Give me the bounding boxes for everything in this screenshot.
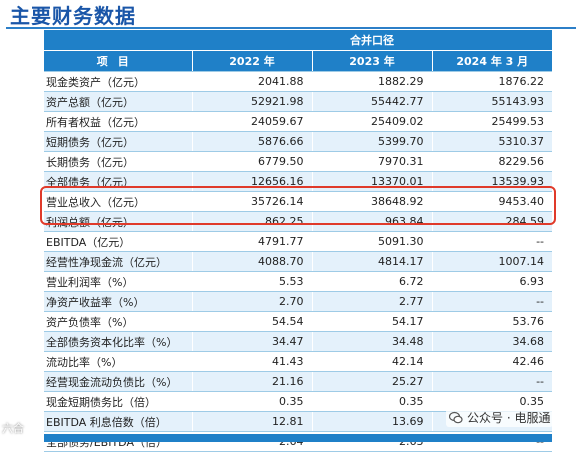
year-2024-q1-header: 2024 年 3 月 [431, 50, 553, 72]
row-value: 53.76 [431, 311, 553, 332]
highlight-box [40, 186, 556, 225]
row-label: 营业总收入（亿元） [44, 191, 192, 212]
table-row: 流动比率（%） 41.43 42.14 42.46 [44, 351, 553, 372]
table-row: 全部债务资本化比率（%） 34.47 34.48 34.68 [44, 331, 553, 352]
row-value: 0.35 [311, 391, 432, 412]
row-value: 5091.30 [311, 231, 432, 252]
row-value: 4791.77 [191, 231, 312, 252]
table-body: 现金类资产（亿元） 2041.88 1882.29 1876.22 资产总额（亿元） 52… [44, 71, 553, 452]
row-value: 25409.02 [311, 111, 432, 132]
table-row: 营业总收入（亿元） 35726.14 38648.92 9453.40 [44, 191, 553, 212]
row-value: 4814.17 [311, 251, 432, 272]
row-value: 54.17 [311, 311, 432, 332]
row-label: 长期债务（亿元） [44, 151, 192, 172]
row-value: 24059.67 [191, 111, 312, 132]
table-row: 资产负债率（%） 54.54 54.17 53.76 [44, 311, 553, 332]
row-value: 34.68 [431, 331, 553, 352]
wechat-icon [449, 411, 463, 423]
row-value: 2.70 [191, 291, 312, 312]
row-value: 41.43 [191, 351, 312, 372]
row-value: 5310.37 [431, 131, 553, 152]
row-value: 8229.56 [431, 151, 553, 172]
watermark-right: 公众号 · 电服通 [446, 408, 554, 427]
year-2022-header: 2022 年 [191, 50, 312, 72]
year-2023-header: 2023 年 [311, 50, 432, 72]
row-label: 所有者权益（亿元） [44, 111, 192, 132]
row-label: 经营现金流动负债比（%） [44, 371, 192, 392]
row-value: 52921.98 [191, 91, 312, 112]
row-value: 2041.88 [191, 71, 312, 92]
row-value: 13.69 [311, 411, 432, 432]
row-value: -- [431, 371, 553, 392]
row-value: 12.81 [191, 411, 312, 432]
table-row: 现金类资产（亿元） 2041.88 1882.29 1876.22 [44, 71, 553, 92]
watermark-left: 六合 [2, 422, 24, 435]
row-value: 5876.66 [191, 131, 312, 152]
watermark-text: 公众号 · 电服通 [467, 411, 551, 425]
table-bottom-bar [44, 434, 552, 442]
page-title: 主要财务数据 [10, 4, 136, 28]
scope-header: 合并口径 [192, 30, 553, 51]
row-value: 9453.40 [431, 191, 553, 212]
row-value: 6.72 [311, 271, 432, 292]
row-value: 34.47 [191, 331, 312, 352]
row-value: 1882.29 [311, 71, 432, 92]
table-row: 利润总额（亿元） 862.25 963.84 284.59 [44, 211, 553, 232]
row-value: 55442.77 [311, 91, 432, 112]
row-value: 6779.50 [191, 151, 312, 172]
row-value: -- [431, 231, 553, 252]
row-label: EBITDA 利息倍数（倍） [44, 411, 192, 432]
row-value: 4088.70 [191, 251, 312, 272]
row-label: 经营性净现金流（亿元） [44, 251, 192, 272]
table-row: EBITDA（亿元） 4791.77 5091.30 -- [44, 231, 553, 252]
table-row: 所有者权益（亿元） 24059.67 25409.02 25499.53 [44, 111, 553, 132]
row-value: 38648.92 [311, 191, 432, 212]
row-value: 54.54 [191, 311, 312, 332]
row-value: 42.46 [431, 351, 553, 372]
row-value: 2.77 [311, 291, 432, 312]
row-value: 7970.31 [311, 151, 432, 172]
table-row: 现金短期债务比（倍） 0.35 0.35 0.35 [44, 391, 553, 412]
item-column-header: 项目 [44, 50, 192, 72]
table-row: 营业利润率（%） 5.53 6.72 6.93 [44, 271, 553, 292]
row-value: 1007.14 [431, 251, 553, 272]
row-value: 34.48 [311, 331, 432, 352]
row-value: 1876.22 [431, 71, 553, 92]
financial-data-table: 合并口径 项目 2022 年 2023 年 2024 年 3 月 现金类资产（亿… [44, 30, 553, 452]
row-label: 净资产收益率（%） [44, 291, 192, 312]
table-row: 长期债务（亿元） 6779.50 7970.31 8229.56 [44, 151, 553, 172]
title-divider [6, 27, 576, 29]
row-value: 5.53 [191, 271, 312, 292]
row-label: 资产负债率（%） [44, 311, 192, 332]
row-value: 25499.53 [431, 111, 553, 132]
table-row: 净资产收益率（%） 2.70 2.77 -- [44, 291, 553, 312]
row-value: 0.35 [431, 391, 553, 412]
row-label: 资产总额（亿元） [44, 91, 192, 112]
row-label: 现金类资产（亿元） [44, 71, 192, 92]
row-value: 42.14 [311, 351, 432, 372]
row-label: 短期债务（亿元） [44, 131, 192, 152]
row-value: 55143.93 [431, 91, 553, 112]
row-value: 25.27 [311, 371, 432, 392]
row-label: EBITDA（亿元） [44, 231, 192, 252]
row-label: 全部债务资本化比率（%） [44, 331, 192, 352]
row-value: 6.93 [431, 271, 553, 292]
table-row: 经营性净现金流（亿元） 4088.70 4814.17 1007.14 [44, 251, 553, 272]
row-value: 35726.14 [191, 191, 312, 212]
row-value: 0.35 [191, 391, 312, 412]
row-value: 5399.70 [311, 131, 432, 152]
row-value: 21.16 [191, 371, 312, 392]
table-row: 经营现金流动负债比（%） 21.16 25.27 -- [44, 371, 553, 392]
row-label: 现金短期债务比（倍） [44, 391, 192, 412]
table-row: 短期债务（亿元） 5876.66 5399.70 5310.37 [44, 131, 553, 152]
row-label: 流动比率（%） [44, 351, 192, 372]
row-label: 利润总额（亿元） [44, 211, 192, 232]
row-label: 营业利润率（%） [44, 271, 192, 292]
row-value: -- [431, 291, 553, 312]
table-row: 资产总额（亿元） 52921.98 55442.77 55143.93 [44, 91, 553, 112]
row-value: 284.59 [431, 211, 553, 232]
